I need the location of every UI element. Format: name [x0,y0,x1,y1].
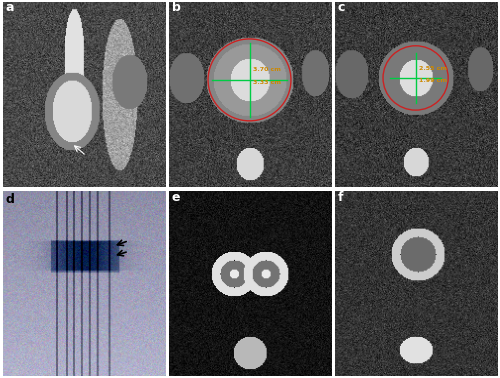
Text: f: f [338,191,343,204]
Text: e: e [172,191,180,204]
Text: 2.55 cm: 2.55 cm [418,66,446,71]
Text: a: a [6,1,14,14]
Text: b: b [172,1,180,14]
Text: d: d [6,192,15,206]
Text: 3.33 cm: 3.33 cm [254,80,281,85]
Text: 3.70 cm: 3.70 cm [254,67,281,72]
Text: c: c [338,1,345,14]
Text: 1.99 cm: 1.99 cm [418,78,446,83]
